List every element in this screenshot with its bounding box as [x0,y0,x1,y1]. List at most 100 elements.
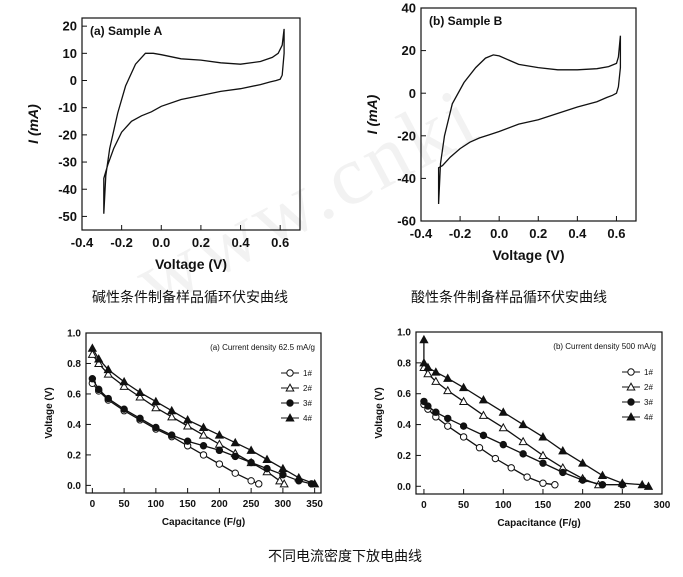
data-point [214,439,225,448]
data-point [167,411,177,421]
x-tick-label: 100 [495,500,512,511]
data-point [478,410,489,419]
y-tick-label: 0.2 [397,451,411,462]
data-point [279,479,289,488]
data-point [247,477,255,485]
data-point [120,405,128,413]
data-point [419,334,429,344]
legend-marker [626,412,636,421]
data-point [199,451,208,459]
data-point [198,430,209,439]
data-point [88,375,97,383]
x-tick-label: -0.2 [449,226,471,241]
x-tick-label: 0.0 [152,235,170,250]
data-point [262,454,272,464]
data-point [136,414,144,423]
y-tick-label: 0 [70,73,77,88]
data-point [597,470,608,480]
data-point [231,452,239,461]
data-point [215,460,224,468]
y-tick-label: -30 [58,155,77,170]
x-tick-label: -0.4 [71,235,94,250]
data-point [103,369,113,378]
x-tick-label: 300 [275,499,292,510]
x-tick-label: 0.6 [271,235,289,250]
data-point [167,405,177,415]
chart-title: (b) Sample B [429,14,503,28]
series-line-4 [91,347,315,485]
data-point [637,479,647,489]
legend-marker [286,369,294,377]
y-tick-label: -60 [397,214,416,229]
data-point [182,421,193,430]
y-tick-label: 20 [402,43,416,58]
legend-label: 4# [303,414,312,423]
data-point [423,362,433,372]
legend-label: 3# [644,398,653,407]
legend-marker [627,368,635,376]
y-axis-label: I (mA) [364,94,380,134]
legend-label: 1# [303,369,312,378]
data-point [518,419,528,429]
data-point [198,422,209,432]
x-axis-label: Voltage (V) [492,247,564,263]
y-tick-label: 0 [409,86,416,101]
chart-1: -0.4 -0.2 0.0 0.2 0.4 0.6 -50 -40 -30 -20 -10 0 10 20… [25,17,301,272]
plot-frame [415,331,663,495]
data-point [151,396,161,406]
data-point [558,445,568,455]
plot-frame [81,17,301,231]
y-tick-label: 10 [63,46,77,61]
caption-top-right: 酸性条件制备样品循环伏安曲线 [411,290,607,306]
legend-marker [626,382,636,391]
plot-frame [420,7,637,222]
data-point [498,422,508,432]
data-point [443,373,453,382]
y-tick-label: 0.6 [67,389,81,400]
y-tick-label: 20 [63,19,77,34]
data-point [309,479,320,488]
y-tick-label: 0.8 [67,359,81,370]
y-tick-label: 0.0 [67,481,81,492]
data-point [431,367,441,376]
data-point [458,396,469,405]
y-tick-label: 0.6 [397,389,411,400]
data-point [523,473,531,481]
y-tick-label: 40 [402,1,416,16]
data-point [104,394,112,403]
y-tick-label: 1.0 [67,329,81,340]
data-point [199,442,208,450]
series-line-1 [103,28,285,214]
data-point [103,364,113,374]
chart-3: 0 50 100 150 200 250 300 350 0.0 0.2 0.4 0.6 0.8 1.0 C… [44,329,323,529]
data-point [643,481,654,490]
data-point [152,423,160,432]
x-axis-label: Capacitance (F/g) [162,517,245,528]
x-tick-label: 300 [654,500,671,511]
y-tick-label: -40 [397,171,416,186]
data-point [538,450,548,459]
caption-bottom: 不同电流密度下放电曲线 [268,549,422,565]
x-tick-label: 0 [421,500,427,511]
y-tick-label: 0.4 [397,420,411,431]
data-point [444,422,452,430]
data-point [135,392,145,401]
data-point [475,444,484,452]
x-tick-label: 0.2 [529,226,547,241]
x-tick-label: 150 [179,499,196,510]
legend-label: 4# [644,413,653,422]
chart-title: (a) Current density 62.5 mA/g [210,343,315,352]
data-point [459,422,468,430]
data-point [519,450,527,458]
x-tick-label: 100 [148,499,165,510]
data-point [247,458,255,467]
data-point [95,385,103,394]
data-point [263,464,271,473]
legend-marker [627,398,635,406]
chart-4: 0 50 100 150 200 250 300 0.0 0.2 0.4 0.6 0.8 1.0 Capa… [374,328,671,530]
data-point [119,376,129,386]
legend-marker [285,383,295,392]
data-point [294,472,304,482]
chart-title: (b) Current density 500 mA/g [553,342,656,351]
